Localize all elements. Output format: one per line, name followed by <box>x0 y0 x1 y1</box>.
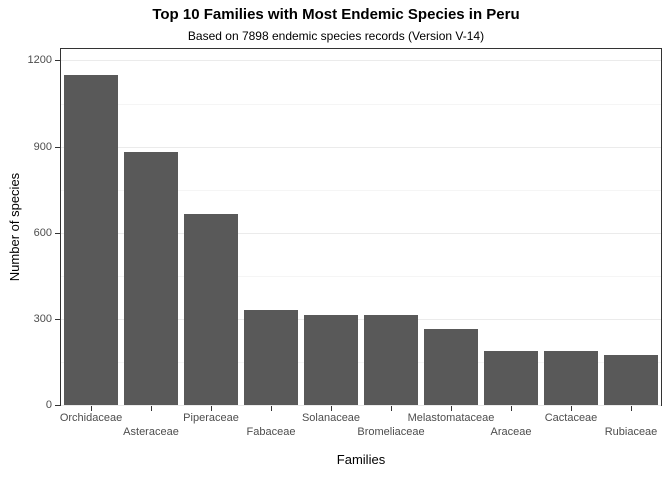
y-tick-mark <box>55 147 60 148</box>
gridline-major <box>61 405 661 406</box>
x-tick-label: Rubiaceae <box>604 426 658 438</box>
gridline-major <box>61 233 661 234</box>
gridline-major <box>61 60 661 61</box>
y-tick-label: 900 <box>33 141 52 153</box>
x-tick-mark <box>631 406 632 411</box>
x-tick-mark <box>271 406 272 411</box>
y-tick-label: 300 <box>33 313 52 325</box>
bar-solanaceae <box>304 314 358 405</box>
y-tick-mark <box>55 233 60 234</box>
bar-rubiaceae <box>604 354 658 405</box>
x-tick-mark <box>151 406 152 411</box>
gridline-minor <box>61 362 661 363</box>
y-tick-mark <box>55 60 60 61</box>
bar-melastomataceae <box>424 328 478 405</box>
x-tick-mark <box>91 406 92 411</box>
gridline-minor <box>61 104 661 105</box>
bar-bromeliaceae <box>364 314 418 405</box>
x-tick-label: Piperaceae <box>183 412 239 424</box>
x-tick-label: Solanaceae <box>301 412 361 424</box>
x-tick-label: Bromeliaceae <box>357 426 425 438</box>
x-tick-label: Fabaceae <box>246 426 296 438</box>
chart-title: Top 10 Families with Most Endemic Specie… <box>152 6 520 23</box>
bar-cactaceae <box>544 350 598 405</box>
y-tick-label: 0 <box>45 399 52 411</box>
x-tick-label: Asteraceae <box>123 426 179 438</box>
y-tick-label: 1200 <box>27 54 52 66</box>
plot-panel <box>60 48 662 406</box>
bar-orchidaceae <box>64 74 118 405</box>
x-tick-label: Araceae <box>490 426 532 438</box>
x-tick-label: Melastomataceae <box>407 412 495 424</box>
x-tick-mark <box>511 406 512 411</box>
gridline-minor <box>61 276 661 277</box>
x-tick-label: Orchidaceae <box>59 412 123 424</box>
x-axis-title: Families <box>336 452 386 467</box>
x-tick-mark <box>331 406 332 411</box>
gridline-major <box>61 319 661 320</box>
bar-asteraceae <box>124 152 178 405</box>
x-tick-mark <box>571 406 572 411</box>
gridline-major <box>61 147 661 148</box>
x-tick-label: Cactaceae <box>544 412 598 424</box>
x-tick-mark <box>211 406 212 411</box>
x-tick-mark <box>451 406 452 411</box>
x-tick-mark <box>391 406 392 411</box>
y-tick-label: 600 <box>33 227 52 239</box>
gridline-minor <box>61 190 661 191</box>
bar-araceae <box>484 350 538 405</box>
y-tick-mark <box>55 405 60 406</box>
bar-piperaceae <box>184 214 238 405</box>
y-tick-mark <box>55 319 60 320</box>
bar-fabaceae <box>244 310 298 405</box>
chart-subtitle: Based on 7898 endemic species records (V… <box>187 29 485 43</box>
